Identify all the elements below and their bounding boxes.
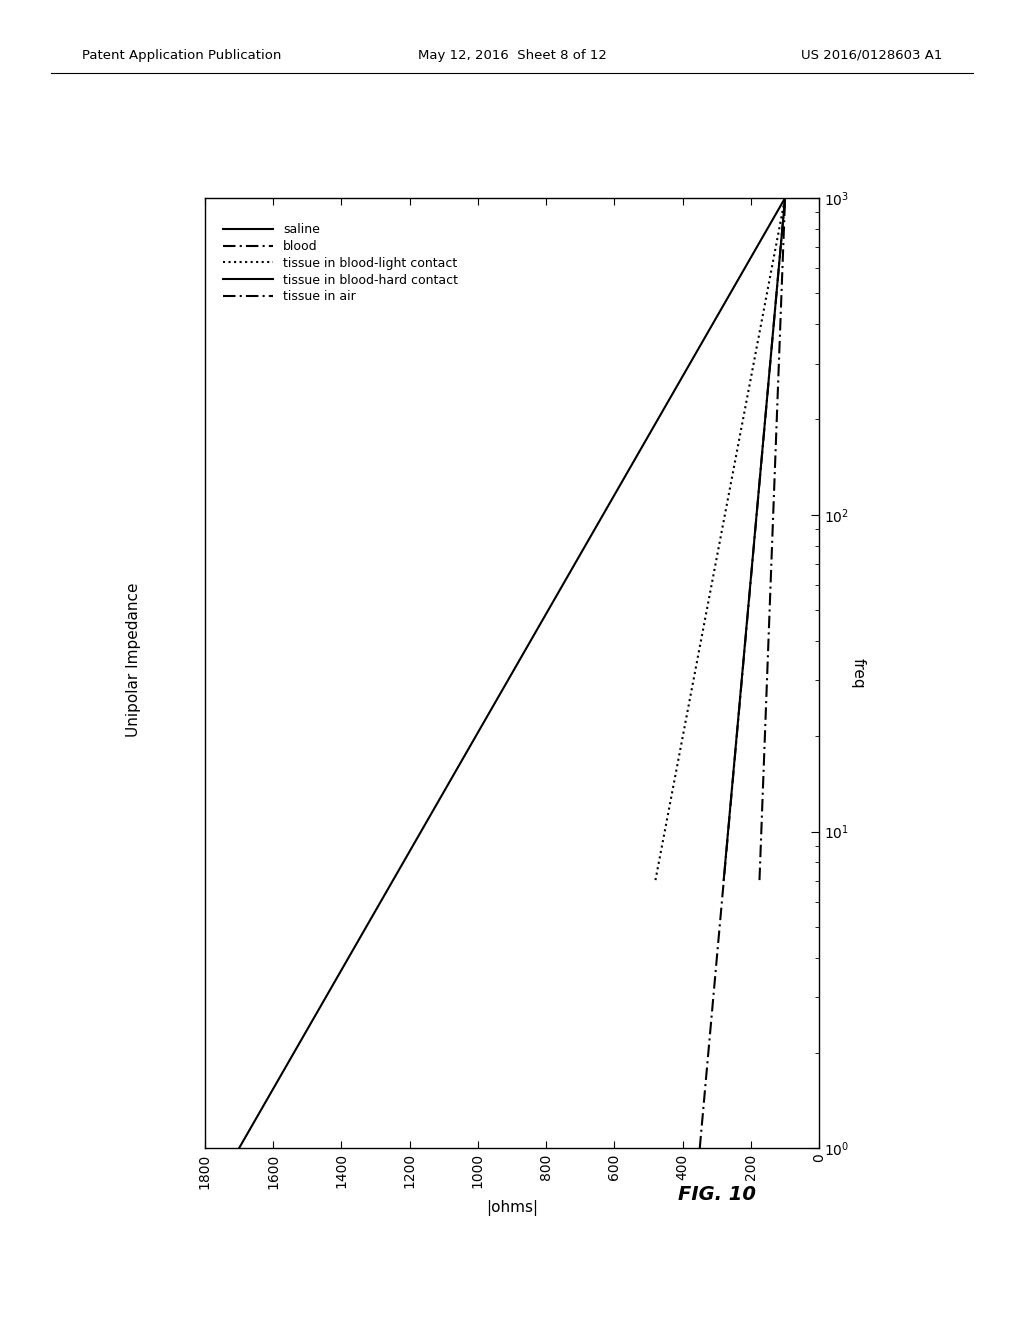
Text: May 12, 2016  Sheet 8 of 12: May 12, 2016 Sheet 8 of 12: [418, 49, 606, 62]
Text: Patent Application Publication: Patent Application Publication: [82, 49, 282, 62]
X-axis label: |ohms|: |ohms|: [486, 1200, 538, 1216]
Y-axis label: freq: freq: [851, 657, 866, 689]
Text: Unipolar Impedance: Unipolar Impedance: [126, 582, 140, 738]
Text: FIG. 10: FIG. 10: [678, 1185, 756, 1204]
Text: US 2016/0128603 A1: US 2016/0128603 A1: [801, 49, 942, 62]
Legend: saline, blood, tissue in blood-light contact, tissue in blood-hard contact, tiss: saline, blood, tissue in blood-light con…: [223, 223, 459, 304]
